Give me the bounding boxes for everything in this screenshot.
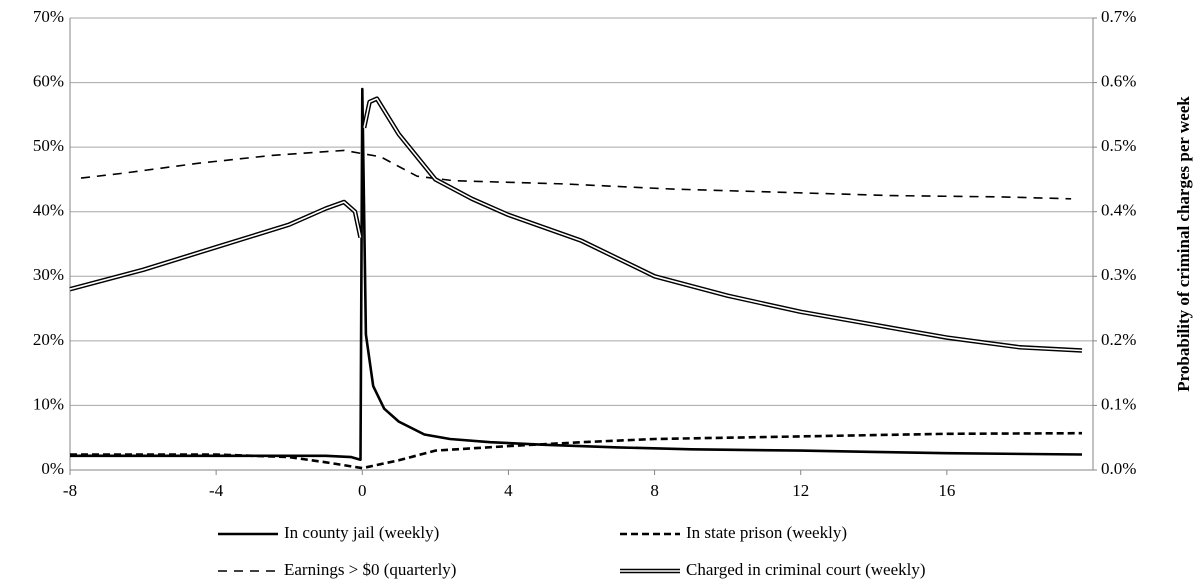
y2-tick-label: 0.3% xyxy=(1101,265,1136,284)
x-tick-label: 16 xyxy=(938,481,955,500)
x-tick-label: 0 xyxy=(358,481,367,500)
y-tick-label: 30% xyxy=(33,265,64,284)
y2-tick-label: 0.7% xyxy=(1101,7,1136,26)
x-tick-label: 8 xyxy=(650,481,659,500)
y-tick-label: 50% xyxy=(33,136,64,155)
series-line xyxy=(80,149,1072,200)
y-tick-label: 0% xyxy=(41,459,64,478)
y2-tick-label: 0.0% xyxy=(1101,459,1136,478)
x-tick-label: 4 xyxy=(504,481,513,500)
y-tick-label: 60% xyxy=(33,71,64,90)
y-tick-label: 70% xyxy=(33,7,64,26)
x-tick-label: -4 xyxy=(209,481,224,500)
y2-tick-label: 0.4% xyxy=(1101,201,1136,220)
legend-label: Earnings > $0 (quarterly) xyxy=(284,560,456,579)
y-tick-label: 20% xyxy=(33,330,64,349)
y-tick-label: 40% xyxy=(33,201,64,220)
y2-axis-title: Probability of criminal charges per week xyxy=(1174,96,1193,392)
series-line xyxy=(70,431,1083,470)
y2-tick-label: 0.6% xyxy=(1101,71,1136,90)
y2-tick-label: 0.2% xyxy=(1101,330,1136,349)
legend-label: Charged in criminal court (weekly) xyxy=(686,560,926,579)
y2-tick-label: 0.1% xyxy=(1101,394,1136,413)
series-line xyxy=(69,96,1083,353)
x-tick-label: -8 xyxy=(63,481,77,500)
x-tick-label: 12 xyxy=(792,481,809,500)
y-tick-label: 10% xyxy=(33,394,64,413)
y2-tick-label: 0.5% xyxy=(1101,136,1136,155)
legend-label: In county jail (weekly) xyxy=(284,523,439,542)
series-line xyxy=(69,97,1083,352)
series-line xyxy=(70,87,1083,461)
legend-label: In state prison (weekly) xyxy=(686,523,847,542)
